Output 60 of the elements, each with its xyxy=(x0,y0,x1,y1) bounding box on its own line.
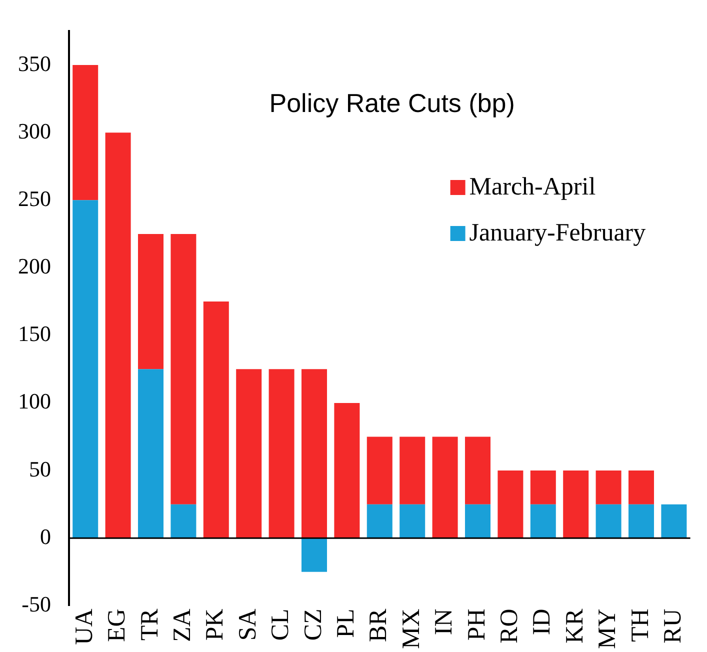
bar xyxy=(170,504,196,538)
x-tick-label: UA xyxy=(70,608,98,645)
bar xyxy=(563,470,589,538)
y-tick-label: 50 xyxy=(29,456,51,482)
x-tick-label: KR xyxy=(561,608,588,644)
y-tick-label: 250 xyxy=(18,186,51,211)
y-tick-label: 0 xyxy=(40,524,51,549)
bar xyxy=(628,504,654,538)
x-tick-label: CL xyxy=(267,608,294,641)
bar xyxy=(105,132,131,538)
bar xyxy=(72,200,98,538)
bar xyxy=(530,504,556,538)
y-tick-label: 100 xyxy=(18,388,51,414)
x-tick-label: TR xyxy=(136,608,164,641)
bar xyxy=(301,538,327,572)
bar xyxy=(400,504,426,538)
x-tick-label: PH xyxy=(463,608,490,641)
bar xyxy=(596,504,622,538)
bar xyxy=(464,436,490,504)
legend-label: January-February xyxy=(469,220,646,247)
x-tick-label: PK xyxy=(202,608,229,641)
x-tick-label: ID xyxy=(528,608,556,636)
x-tick-label: IN xyxy=(430,608,458,636)
bar xyxy=(432,436,458,538)
y-tick-label: 200 xyxy=(18,254,51,279)
x-tick-label: CZ xyxy=(300,608,327,641)
x-tick-label: BR xyxy=(365,608,392,642)
bar xyxy=(366,436,392,504)
bar xyxy=(366,504,392,538)
x-tick-label: TH xyxy=(626,608,654,642)
x-tick-label: MY xyxy=(594,608,622,650)
y-tick-label: 350 xyxy=(18,50,51,76)
x-tick-label: ZA xyxy=(169,608,196,642)
bar xyxy=(301,369,327,538)
y-tick-label: 150 xyxy=(18,321,51,346)
text: Policy Rate Cuts (bp) xyxy=(269,88,515,118)
bar xyxy=(138,234,164,370)
bar xyxy=(628,470,654,504)
bar xyxy=(661,504,687,538)
y-tick-label: 300 xyxy=(18,118,51,144)
x-tick-label: PL xyxy=(332,608,360,638)
bar xyxy=(596,470,622,504)
bar xyxy=(464,504,490,538)
bar xyxy=(268,369,294,538)
bar xyxy=(334,402,360,538)
y-tick-label: -50 xyxy=(22,592,51,616)
bar xyxy=(530,470,556,504)
x-tick-label: RU xyxy=(660,608,687,644)
bar xyxy=(498,470,524,538)
legend-label: March-April xyxy=(469,174,596,201)
bar xyxy=(170,234,196,504)
bar xyxy=(203,302,229,538)
bar xyxy=(236,369,262,538)
x-tick-label: SA xyxy=(234,608,262,641)
x-tick-label: MX xyxy=(398,608,425,650)
bar xyxy=(72,64,98,200)
x-tick-label: RO xyxy=(496,608,524,644)
x-tick-label: EG xyxy=(104,608,131,642)
bar xyxy=(138,369,164,538)
bar xyxy=(400,436,426,504)
